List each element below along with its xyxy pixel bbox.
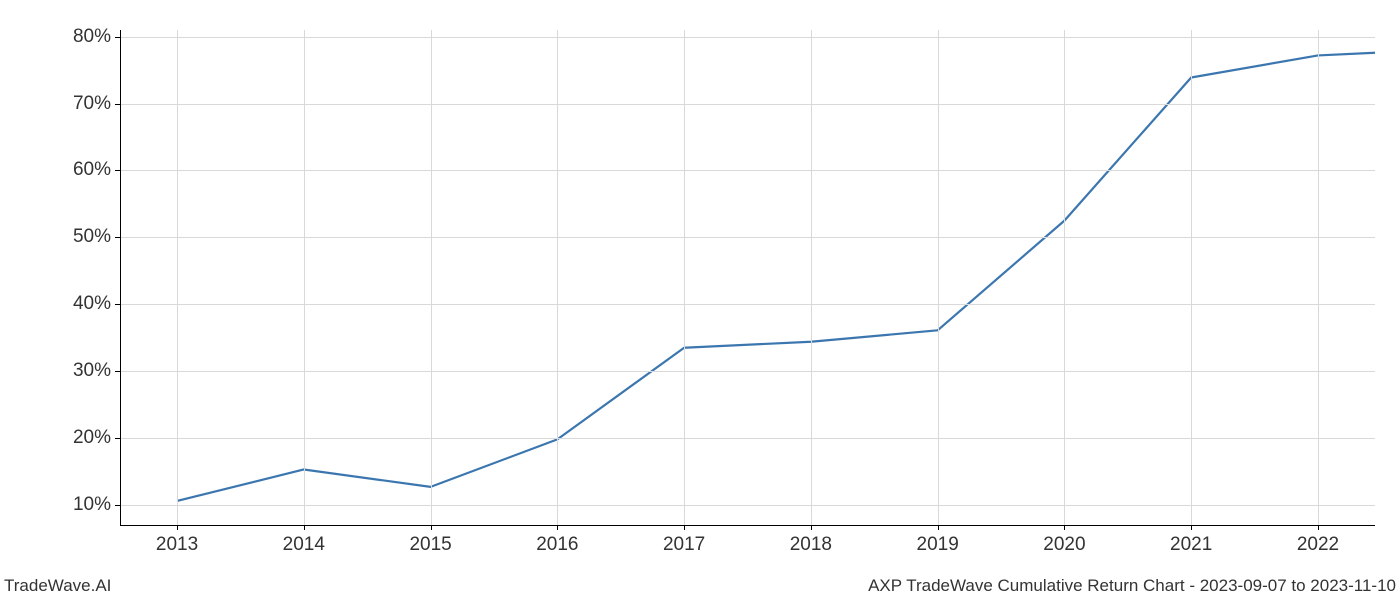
y-axis-spine [120,30,121,525]
x-tick-label: 2018 [790,534,832,556]
grid-line-horizontal [120,438,1375,439]
x-axis-spine [120,525,1375,526]
x-tick-label: 2020 [1043,534,1085,556]
footer-right-text: AXP TradeWave Cumulative Return Chart - … [868,576,1396,596]
y-tick-label: 10% [73,494,111,516]
chart-container: TradeWave.AI AXP TradeWave Cumulative Re… [0,0,1400,600]
x-tick-label: 2014 [283,534,325,556]
series-line-cumulative_return [177,53,1375,501]
grid-line-horizontal [120,104,1375,105]
x-tick-label: 2013 [156,534,198,556]
x-tick-label: 2019 [917,534,959,556]
x-tick-label: 2022 [1297,534,1339,556]
y-tick-label: 80% [73,26,111,48]
grid-line-horizontal [120,37,1375,38]
footer-left-text: TradeWave.AI [4,576,111,596]
grid-line-horizontal [120,304,1375,305]
grid-line-horizontal [120,237,1375,238]
x-tick-label: 2021 [1170,534,1212,556]
x-tick-label: 2015 [409,534,451,556]
y-tick-label: 50% [73,226,111,248]
plot-area [120,30,1375,525]
x-tick-label: 2017 [663,534,705,556]
y-tick-label: 20% [73,427,111,449]
grid-line-horizontal [120,371,1375,372]
grid-line-horizontal [120,505,1375,506]
y-tick-label: 30% [73,360,111,382]
x-tick-label: 2016 [536,534,578,556]
y-tick-label: 70% [73,93,111,115]
grid-line-horizontal [120,170,1375,171]
y-tick-label: 60% [73,159,111,181]
y-tick-label: 40% [73,293,111,315]
